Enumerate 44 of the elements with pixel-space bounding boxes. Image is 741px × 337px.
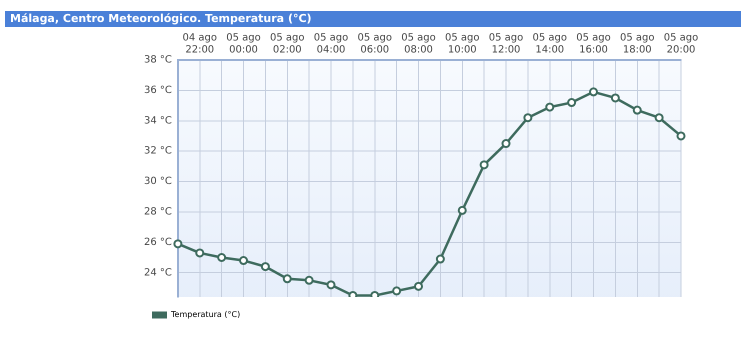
chart-title: Málaga, Centro Meteorológico. Temperatura (°C) bbox=[5, 11, 741, 27]
point bbox=[676, 131, 686, 140]
y-tick-label: 24 °C bbox=[144, 267, 172, 278]
point bbox=[589, 87, 598, 96]
x-tick-label: 05 ago 08:00 bbox=[401, 32, 436, 56]
point bbox=[392, 286, 402, 296]
point bbox=[480, 160, 489, 170]
point bbox=[282, 274, 292, 284]
x-tick-label: 05 ago 02:00 bbox=[270, 32, 305, 56]
y-tick-label: 30 °C bbox=[144, 176, 172, 188]
point bbox=[304, 276, 314, 285]
point bbox=[502, 139, 511, 148]
point bbox=[610, 93, 620, 102]
point bbox=[217, 253, 226, 262]
y-tick-label: 32 °C bbox=[144, 146, 172, 157]
y-tick-label: 26 °C bbox=[144, 236, 172, 248]
x-tick-label: 05 ago 20:00 bbox=[664, 32, 698, 56]
point bbox=[545, 102, 554, 112]
point bbox=[458, 206, 467, 215]
x-tick-label: 05 ago 00:00 bbox=[226, 32, 261, 56]
x-tick-label: 04 ago 22:00 bbox=[182, 32, 218, 56]
point bbox=[326, 280, 336, 290]
point bbox=[414, 282, 424, 291]
x-tick-label: 05 ago 18:00 bbox=[620, 32, 654, 56]
point bbox=[173, 239, 182, 248]
point bbox=[632, 106, 642, 115]
point bbox=[239, 256, 248, 266]
x-tick-label: 05 ago 10:00 bbox=[445, 32, 480, 56]
x-tick-label: 05 ago 16:00 bbox=[576, 32, 611, 56]
y-tick-label: 38 °C bbox=[144, 54, 172, 66]
point bbox=[195, 248, 204, 258]
point bbox=[436, 254, 445, 264]
y-tick-label: 36 °C bbox=[144, 84, 172, 96]
y-tick-label: 28 °C bbox=[144, 206, 172, 218]
legend-label: Temperatura (°C) bbox=[170, 310, 240, 320]
x-tick-label: 05 ago 06:00 bbox=[358, 32, 392, 56]
x-tick-label: 05 ago 12:00 bbox=[488, 32, 524, 56]
point bbox=[567, 98, 576, 108]
point bbox=[260, 262, 270, 272]
x-tick-label: 05 ago 04:00 bbox=[314, 32, 348, 56]
y-tick-label: 34 °C bbox=[144, 115, 172, 126]
x-tick-label: 05 ago 14:00 bbox=[532, 32, 568, 56]
point bbox=[523, 113, 532, 122]
point bbox=[654, 113, 664, 122]
